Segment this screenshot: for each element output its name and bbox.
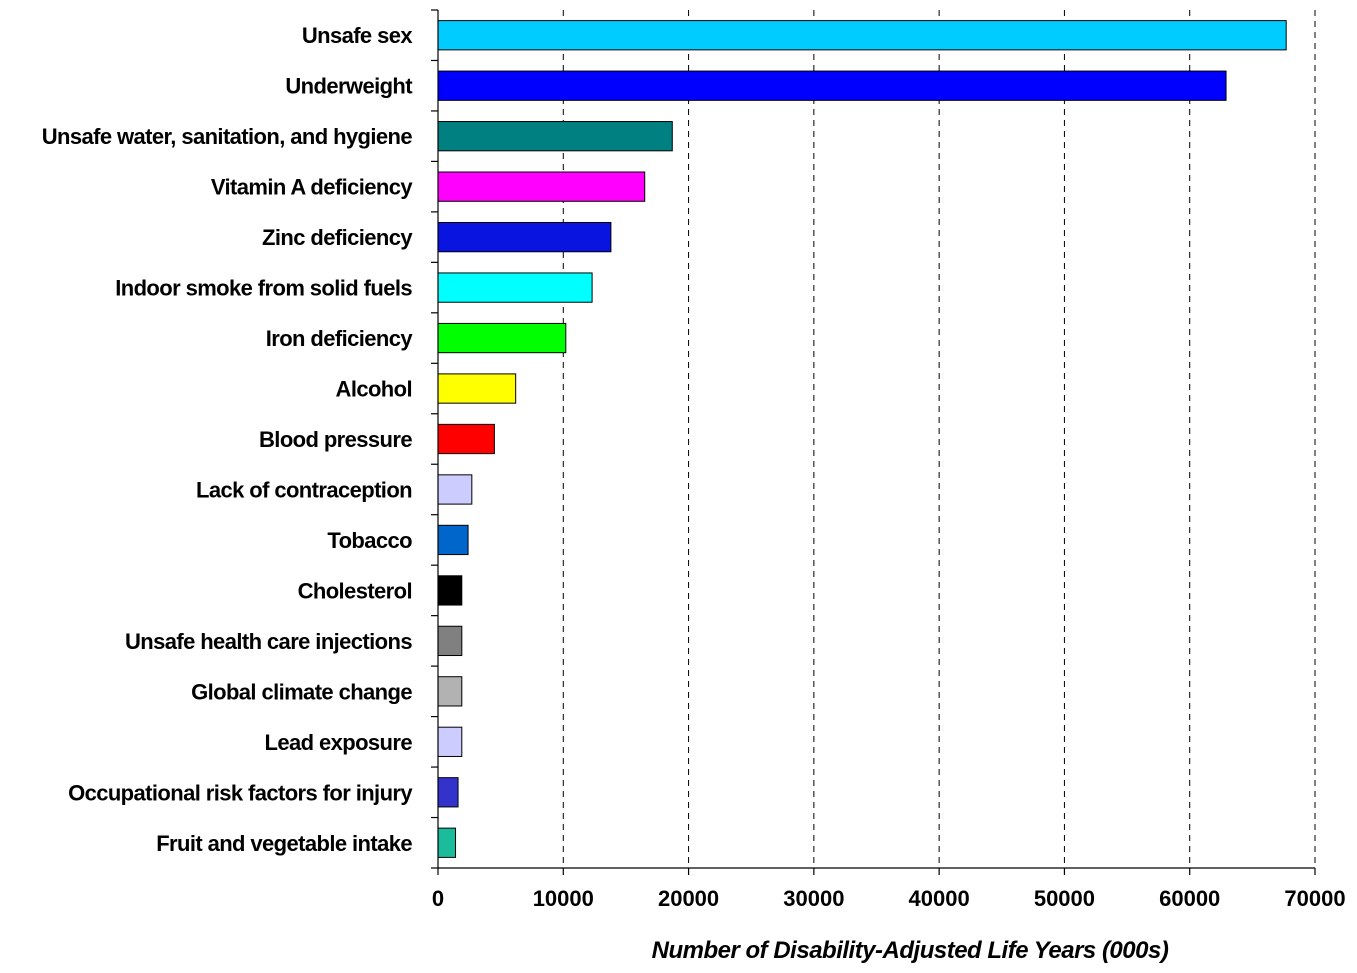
- x-tick-label: 60000: [1159, 886, 1220, 911]
- bar: [437, 575, 463, 606]
- bar: [437, 676, 463, 707]
- bar: [437, 777, 459, 808]
- category-label: Alcohol: [336, 377, 412, 402]
- x-tick-label: 20000: [658, 886, 719, 911]
- x-axis-title: Number of Disability-Adjusted Life Years…: [652, 937, 1169, 964]
- bar: [437, 524, 469, 556]
- axes: [431, 9, 1316, 875]
- x-tick-label: 50000: [1034, 886, 1095, 911]
- category-label: Tobacco: [327, 528, 412, 553]
- category-label: Iron deficiency: [266, 326, 414, 351]
- x-tick-label: 40000: [909, 886, 970, 911]
- labels: 0 10000 20000 30000 40000 50000 60000 70000 Unsa…: [42, 23, 1346, 911]
- x-tick-label: 70000: [1284, 886, 1345, 911]
- gridlines: [562, 10, 1316, 868]
- category-label: Blood pressure: [259, 427, 412, 452]
- category-label: Vitamin A deficiency: [211, 175, 414, 200]
- category-label: Global climate change: [191, 679, 412, 704]
- x-tick-label: 10000: [533, 886, 594, 911]
- category-label: Fruit and vegetable intake: [156, 831, 412, 856]
- bar: [437, 20, 1287, 51]
- bar: [437, 272, 593, 303]
- category-label: Occupational risk factors for injury: [68, 780, 413, 805]
- bar: [437, 474, 473, 505]
- category-label: Unsafe sex: [302, 23, 414, 48]
- bar: [437, 827, 457, 858]
- bar: [437, 373, 517, 404]
- bar: [437, 221, 612, 253]
- category-label: Unsafe water, sanitation, and hygiene: [42, 124, 413, 149]
- bars: [437, 20, 1287, 858]
- x-tick-label: 30000: [783, 886, 844, 911]
- category-label: Lack of contraception: [196, 477, 412, 502]
- category-label: Unsafe health care injections: [125, 629, 412, 654]
- bar: [437, 726, 463, 757]
- bar: [437, 121, 673, 152]
- bar: [437, 322, 567, 354]
- bar: [437, 625, 463, 657]
- x-tick-label: 0: [432, 886, 444, 911]
- category-label: Lead exposure: [265, 730, 413, 755]
- category-label: Cholesterol: [298, 578, 412, 603]
- category-label: Indoor smoke from solid fuels: [115, 276, 412, 301]
- category-label: Zinc deficiency: [262, 225, 413, 250]
- bar: [437, 423, 495, 455]
- bar: [437, 171, 646, 202]
- category-label: Underweight: [285, 74, 413, 99]
- bar: [437, 70, 1227, 101]
